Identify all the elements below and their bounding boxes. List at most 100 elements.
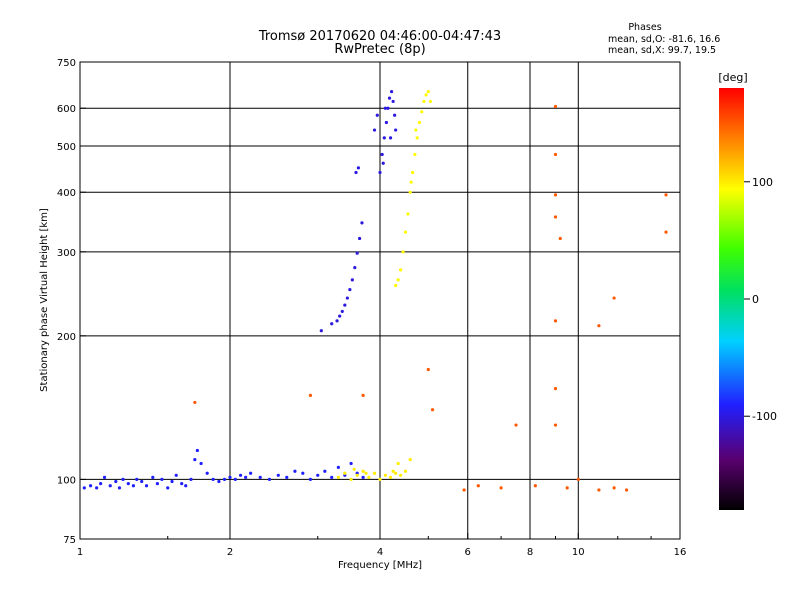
echo-point: [343, 471, 347, 475]
echo-point: [108, 484, 112, 488]
echo-point: [415, 136, 419, 140]
y-tick-label: 300: [57, 248, 76, 259]
echo-point: [664, 230, 668, 234]
phase-stats-heading: Phases: [628, 22, 661, 33]
echo-point: [352, 467, 356, 471]
echo-point: [664, 193, 668, 197]
echo-point: [355, 473, 359, 477]
echo-point: [361, 475, 365, 479]
echo-point: [354, 170, 358, 175]
echo-point: [330, 322, 334, 326]
echo-point: [238, 473, 243, 477]
echo-point: [114, 479, 118, 484]
echo-point: [558, 236, 562, 241]
y-axis-label: Stationary phase Virtual Height [km]: [39, 208, 50, 392]
echo-point: [336, 475, 340, 479]
echo-point: [233, 477, 237, 482]
echo-point: [249, 471, 253, 475]
echo-point: [126, 481, 130, 486]
echo-point: [394, 471, 398, 475]
y-tick-label: 600: [57, 104, 76, 115]
echo-point: [195, 448, 199, 453]
echo-point: [391, 469, 395, 473]
phase-stats-o: mean, sd,O: -81.6, 16.6: [608, 34, 720, 45]
echo-point: [624, 488, 629, 492]
echo-point: [378, 477, 382, 482]
echo-point: [349, 461, 353, 466]
echo-point: [135, 477, 139, 482]
echo-point: [99, 481, 103, 486]
echo-point: [514, 423, 518, 427]
chart-title: Tromsø 20170620 04:46:00-04:47:43: [258, 29, 501, 44]
echo-point: [340, 309, 344, 314]
colorbar-ticks: 100 0 -100: [744, 176, 777, 423]
echo-point: [413, 152, 417, 157]
echo-point: [499, 486, 503, 490]
echo-point: [184, 484, 188, 488]
echo-point: [308, 477, 313, 482]
echo-point: [228, 475, 232, 479]
echo-point: [258, 475, 262, 479]
echo-point: [406, 212, 410, 216]
echo-point: [388, 136, 393, 140]
plot-grid: [80, 62, 680, 539]
echo-point: [205, 471, 209, 475]
echo-point: [387, 96, 392, 100]
echo-point: [553, 423, 558, 427]
echo-point: [211, 477, 215, 482]
echo-point: [388, 475, 393, 479]
y-tick-label: 100: [57, 475, 76, 486]
echo-point: [394, 283, 398, 288]
echo-point: [597, 488, 601, 492]
echo-point: [462, 488, 466, 492]
echo-point: [343, 303, 347, 307]
echo-point: [244, 475, 248, 479]
x-tick-label: 6: [465, 547, 471, 558]
colorbar: [719, 88, 744, 510]
echo-point: [420, 110, 424, 114]
echo-point: [476, 484, 480, 488]
x-tick-label: 1: [77, 547, 83, 558]
echo-point: [353, 265, 357, 270]
y-tick-label: 200: [57, 332, 76, 343]
echo-point: [403, 469, 408, 473]
chart-subtitle: RwPretec (8p): [334, 42, 425, 57]
x-tick-label: 2: [227, 547, 233, 558]
echo-point: [117, 486, 122, 490]
echo-point: [357, 236, 362, 241]
echo-point: [394, 128, 398, 132]
colorbar-tick-label: 0: [752, 293, 759, 306]
echo-point: [335, 319, 339, 323]
echo-point: [222, 477, 227, 482]
echo-point: [323, 469, 327, 473]
echo-point: [391, 99, 395, 104]
echo-point: [276, 473, 280, 477]
echo-point: [88, 484, 93, 488]
echo-point: [426, 367, 430, 372]
echo-point: [180, 481, 184, 486]
echo-point: [160, 477, 164, 482]
echo-point: [553, 152, 558, 157]
echo-point: [301, 471, 305, 475]
echo-point: [316, 473, 320, 477]
echo-point: [193, 400, 197, 405]
echo-point: [576, 477, 580, 482]
echo-point: [399, 473, 403, 477]
echo-point: [121, 477, 125, 482]
y-axis: 75 100 200 300 400 500 600 750: [57, 58, 86, 546]
echo-point: [553, 104, 558, 109]
echo-point: [193, 458, 197, 462]
echo-point: [155, 481, 160, 486]
x-tick-label: 16: [674, 547, 687, 558]
echo-point: [408, 190, 412, 194]
echo-point: [389, 90, 394, 94]
echo-point: [386, 106, 390, 110]
y-tick-label: 75: [63, 535, 76, 546]
echo-point: [396, 278, 400, 282]
echo-point: [372, 128, 377, 132]
echo-point: [82, 486, 86, 490]
y-tick-label: 500: [57, 142, 76, 153]
echo-point: [384, 120, 388, 125]
echo-point: [410, 170, 415, 175]
echo-points: [82, 90, 668, 492]
